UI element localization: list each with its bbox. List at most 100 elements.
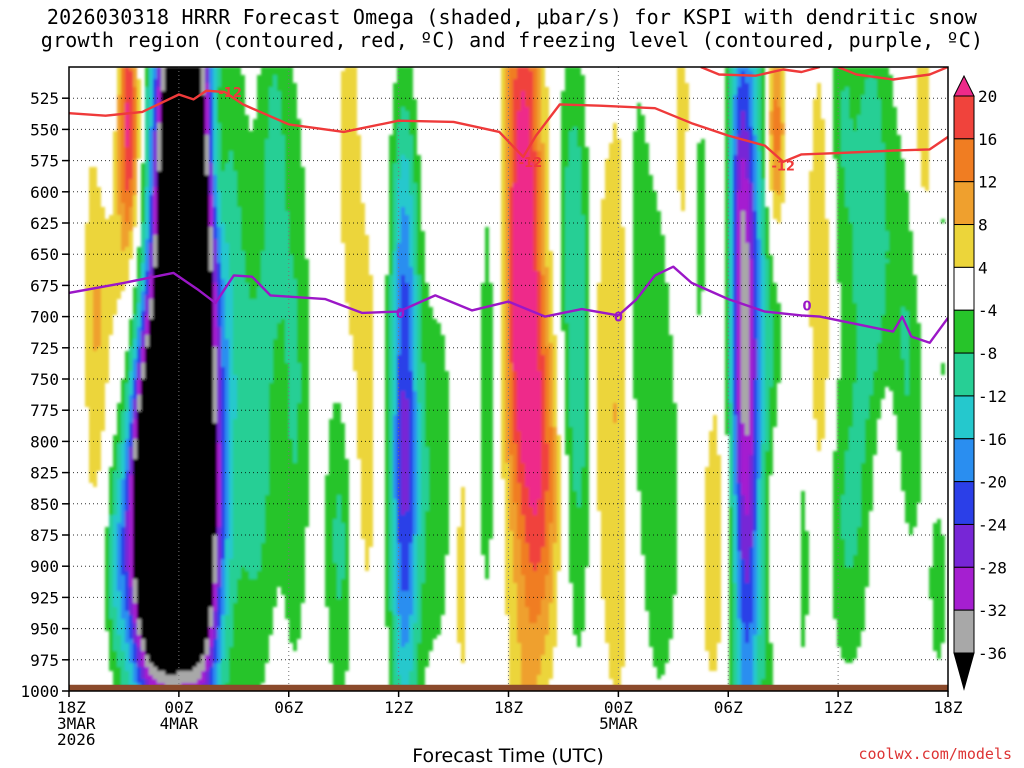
omega-cell xyxy=(549,331,553,335)
omega-cell xyxy=(897,423,921,427)
omega-cell xyxy=(757,103,761,107)
omega-cell xyxy=(145,119,149,123)
omega-cell xyxy=(357,411,373,415)
omega-cell xyxy=(221,263,229,267)
omega-cell xyxy=(733,379,737,383)
omega-cell xyxy=(397,403,401,407)
omega-cell xyxy=(277,75,293,79)
omega-cell xyxy=(389,391,393,395)
omega-cell xyxy=(161,87,165,91)
omega-cell xyxy=(385,419,389,423)
omega-cell xyxy=(533,251,537,255)
omega-cell xyxy=(841,343,857,347)
omega-cell xyxy=(269,127,281,131)
omega-cell xyxy=(725,291,729,295)
omega-cell xyxy=(217,127,221,131)
omega-cell xyxy=(761,99,765,103)
omega-cell xyxy=(541,323,545,327)
omega-cell xyxy=(389,355,393,359)
omega-cell xyxy=(341,131,357,135)
omega-cell xyxy=(129,183,133,187)
omega-cell xyxy=(677,139,685,143)
omega-cell xyxy=(633,383,673,387)
omega-cell xyxy=(613,415,617,419)
omega-cell xyxy=(517,115,529,119)
chart-title: 2026030318 HRRR Forecast Omega (shaded, … xyxy=(0,6,1024,52)
omega-cell xyxy=(289,367,301,371)
omega-cell xyxy=(217,379,221,383)
omega-cell xyxy=(753,339,757,343)
omega-cell xyxy=(145,331,149,335)
omega-cell xyxy=(773,135,781,139)
omega-cell xyxy=(233,299,297,303)
omega-cell xyxy=(501,195,505,199)
omega-cell xyxy=(149,67,153,71)
omega-cell xyxy=(85,383,105,387)
omega-cell xyxy=(229,267,245,271)
omega-cell xyxy=(481,359,493,363)
omega-cell xyxy=(149,231,153,235)
omega-cell xyxy=(537,167,541,171)
omega-cell xyxy=(561,323,569,327)
omega-cell xyxy=(637,123,645,127)
omega-cell xyxy=(157,71,161,75)
omega-cell xyxy=(153,139,157,143)
omega-cell xyxy=(737,267,741,271)
omega-cell xyxy=(145,95,149,99)
omega-cell xyxy=(501,235,505,239)
omega-cell xyxy=(889,239,913,243)
omega-cell xyxy=(357,415,373,419)
omega-cell xyxy=(729,171,733,175)
omega-cell xyxy=(773,131,781,135)
omega-cell xyxy=(137,251,141,255)
omega-cell xyxy=(565,87,585,91)
omega-cell xyxy=(561,211,565,215)
omega-cell xyxy=(733,271,737,275)
omega-cell xyxy=(781,139,785,143)
omega-cell xyxy=(761,383,765,387)
omega-cell xyxy=(121,123,125,127)
omega-cell xyxy=(141,187,145,191)
omega-cell xyxy=(133,187,137,191)
omega-cell xyxy=(217,415,221,419)
omega-cell xyxy=(813,159,825,163)
omega-cell xyxy=(509,347,513,351)
omega-cell xyxy=(133,119,137,123)
omega-cell xyxy=(561,243,565,247)
omega-cell xyxy=(113,147,117,151)
omega-cell xyxy=(509,171,513,175)
omega-cell xyxy=(749,151,753,155)
omega-cell xyxy=(769,187,773,191)
omega-cell xyxy=(209,127,213,131)
omega-cell xyxy=(221,135,269,139)
omega-cell xyxy=(161,79,165,83)
omega-cell xyxy=(533,227,537,231)
omega-cell xyxy=(157,231,209,235)
omega-cell xyxy=(397,247,409,251)
omega-cell xyxy=(157,127,161,131)
omega-cell xyxy=(713,427,717,431)
omega-cell xyxy=(777,191,781,195)
omega-cell xyxy=(273,79,277,83)
omega-cell xyxy=(145,79,149,83)
omega-cell xyxy=(761,239,765,243)
omega-cell xyxy=(517,131,529,135)
omega-cell xyxy=(741,251,749,255)
omega-cell xyxy=(133,427,137,431)
omega-cell xyxy=(501,227,505,231)
omega-cell xyxy=(409,291,413,295)
omega-cell xyxy=(545,415,549,419)
omega-cell xyxy=(733,199,737,203)
omega-cell xyxy=(421,319,437,323)
omega-cell xyxy=(501,115,505,119)
omega-cell xyxy=(837,279,853,283)
omega-cell xyxy=(213,303,217,307)
omega-cell xyxy=(725,395,729,399)
omega-cell xyxy=(401,415,409,419)
omega-cell xyxy=(501,207,505,211)
omega-cell xyxy=(129,107,133,111)
omega-cell xyxy=(541,259,545,263)
omega-cell xyxy=(353,363,373,367)
omega-cell xyxy=(133,163,137,167)
omega-cell xyxy=(233,331,277,335)
